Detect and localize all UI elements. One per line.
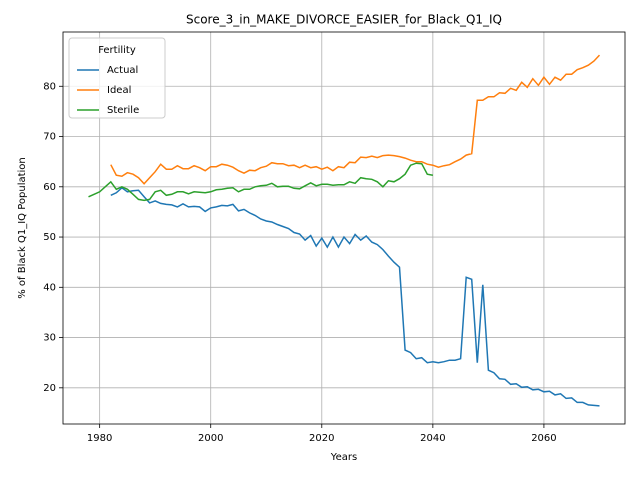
y-axis-label: % of Black Q1_IQ Population bbox=[17, 157, 28, 299]
y-tick-label: 40 bbox=[43, 282, 56, 293]
y-tick-label: 50 bbox=[43, 232, 56, 243]
legend-box bbox=[68, 37, 166, 119]
y-tick-label: 20 bbox=[43, 383, 56, 394]
x-tick-label: 2040 bbox=[420, 433, 445, 444]
x-tick-label: 2060 bbox=[531, 433, 556, 444]
x-tick-label: 2020 bbox=[309, 433, 334, 444]
legend-label: Sterile bbox=[107, 105, 139, 116]
x-axis-label: Years bbox=[330, 452, 357, 463]
series-line bbox=[88, 162, 434, 202]
x-tick-label: 1980 bbox=[87, 433, 112, 444]
plot-frame bbox=[62, 31, 626, 425]
legend-title: Fertility bbox=[98, 45, 136, 56]
y-tick-label: 80 bbox=[43, 81, 56, 92]
legend-label: Actual bbox=[107, 65, 138, 76]
y-tick-label: 60 bbox=[43, 182, 56, 193]
series-line bbox=[110, 186, 600, 407]
y-tick-label: 70 bbox=[43, 132, 56, 143]
x-tick-label: 2000 bbox=[198, 433, 223, 444]
series-line bbox=[110, 54, 601, 185]
legend-label: Ideal bbox=[107, 85, 131, 96]
y-tick-label: 30 bbox=[43, 333, 56, 344]
chart-title: Score_3_in_MAKE_DIVORCE_EASIER_for_Black… bbox=[186, 13, 502, 27]
